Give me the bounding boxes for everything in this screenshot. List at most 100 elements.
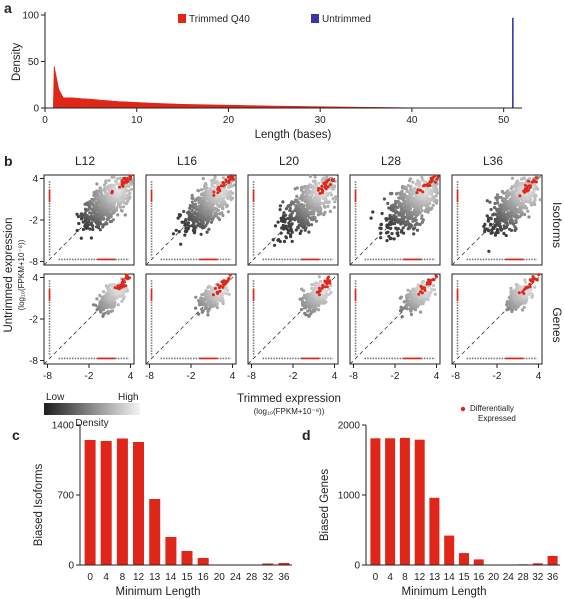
scatter-point — [532, 190, 536, 194]
diff-expressed-point — [324, 183, 328, 187]
panel-a-ylabel: Density — [11, 43, 23, 82]
scatter-point — [312, 206, 316, 210]
scatter-point — [317, 298, 321, 302]
scatter-point — [203, 302, 207, 306]
scatter-point — [302, 293, 307, 297]
scatter-point — [290, 200, 294, 204]
diff-expressed-point — [328, 281, 332, 285]
scatter-point — [103, 186, 107, 190]
diff-expressed-point — [331, 178, 335, 182]
scatter-point — [314, 219, 319, 223]
scatter-point — [510, 194, 515, 198]
scatter-point — [112, 193, 116, 197]
scatter-point — [95, 297, 99, 301]
scatter-point — [505, 223, 509, 227]
panel-b-xlabel-sub: (log₁₀(FPKM+10⁻⁸)) — [254, 407, 325, 416]
diff-expressed-point — [227, 276, 231, 280]
bar — [429, 497, 440, 565]
scatter-point — [304, 215, 308, 219]
bar — [165, 537, 177, 565]
scatter-point — [221, 196, 226, 201]
diff-expressed-point — [318, 191, 322, 195]
scatter-point — [427, 188, 431, 192]
scatter-point — [109, 298, 113, 302]
density-colorbar — [44, 403, 140, 415]
scatter-point — [210, 205, 214, 209]
scatter-point — [311, 184, 315, 188]
scatter-point — [299, 229, 303, 233]
scatter-point — [296, 208, 300, 212]
diff-expressed-point — [523, 183, 527, 187]
diff-expressed-point — [420, 291, 424, 295]
scatter-point — [519, 189, 523, 193]
x-tick-label: 36 — [278, 572, 290, 583]
scatter-point — [197, 312, 201, 316]
scatter-point — [223, 193, 227, 197]
diff-expressed-point — [122, 279, 126, 283]
diff-expressed-point — [221, 285, 225, 289]
scatter-point — [284, 235, 288, 239]
y-tick-label: 1000 — [338, 491, 361, 502]
scatter-point — [293, 209, 297, 213]
scatter-point — [492, 205, 497, 210]
scatter-point — [282, 239, 287, 244]
x-tick-label: 40 — [406, 115, 418, 126]
scatter-point — [207, 193, 211, 198]
y-tick-label: -8 — [29, 356, 38, 367]
scatter-point — [77, 221, 81, 226]
scatter-point — [211, 198, 215, 202]
scatter-point — [516, 284, 520, 288]
scatter-point — [314, 188, 318, 192]
scatter-point — [513, 295, 518, 299]
scatter-point — [424, 208, 428, 212]
scatter-point — [510, 199, 514, 203]
scatter-point — [508, 203, 512, 207]
scatter-point — [300, 198, 304, 202]
scatter-point — [504, 233, 508, 238]
scatter-point — [406, 199, 410, 203]
scatter-point — [523, 280, 528, 284]
scatter-point — [535, 187, 540, 191]
scatter-point — [202, 201, 206, 206]
scatter-point — [397, 213, 401, 217]
diff-expressed-point — [527, 184, 531, 188]
scatter-point — [394, 201, 398, 205]
scatter-point — [232, 183, 236, 187]
scatter-point — [109, 301, 113, 305]
scatter-point — [514, 291, 518, 295]
scatter-point — [388, 217, 392, 221]
scatter-point — [94, 203, 98, 207]
scatter-point — [484, 227, 488, 231]
scatter-point — [398, 201, 402, 205]
scatter-point — [306, 302, 311, 306]
scatter-point — [318, 207, 322, 211]
scatter-point — [187, 224, 191, 228]
scatter-point — [174, 228, 178, 232]
scatter-point — [228, 195, 232, 200]
scatter-point — [199, 188, 204, 192]
x-tick-label: -2 — [289, 371, 298, 382]
bar — [100, 441, 112, 565]
scatter-point — [524, 199, 528, 204]
scatter-point — [211, 184, 215, 189]
scatter-point — [120, 299, 124, 303]
scatter-point — [388, 220, 392, 224]
scatter-point — [410, 296, 414, 300]
scatter-point — [115, 188, 119, 192]
scatter-point — [207, 198, 211, 202]
scatter-point — [221, 301, 225, 306]
scatter-point — [323, 190, 327, 194]
bar — [459, 553, 469, 565]
scatter-point — [115, 182, 119, 186]
scatter-point — [432, 195, 437, 199]
scatter-point — [290, 239, 294, 243]
scatter-point — [514, 287, 519, 291]
col-label-l36: L36 — [483, 154, 503, 168]
diff-expressed-point — [320, 187, 323, 191]
diff-expressed-point — [218, 289, 222, 293]
scatter-point — [192, 227, 196, 231]
scatter-point — [420, 175, 424, 180]
diff-expressed-point — [534, 176, 538, 180]
diff-expressed-point — [537, 273, 541, 277]
scatter-point — [519, 285, 523, 289]
